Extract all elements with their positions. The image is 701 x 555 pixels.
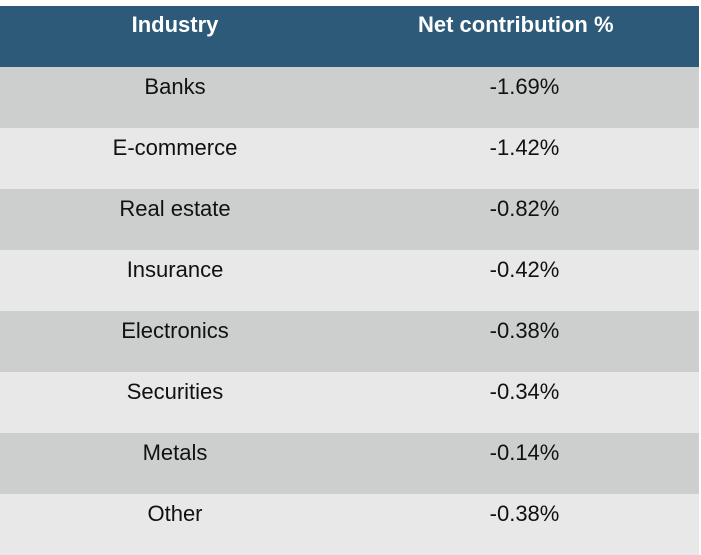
table-row: E-commerce -1.42% <box>0 128 699 189</box>
table-row: Securities -0.34% <box>0 372 699 433</box>
industry-cell: Real estate <box>119 196 231 221</box>
net-contribution-cell: -0.42% <box>489 257 560 282</box>
industry-cell: Banks <box>144 74 206 99</box>
table-body: Banks -1.69% E-commerce -1.42% Real estate -0… <box>0 67 699 555</box>
net-contribution-cell: -1.69% <box>489 74 560 99</box>
table-header-row: Industry Net contribution % <box>0 6 699 67</box>
table-row: Metals -0.14% <box>0 433 699 494</box>
header-industry: Industry <box>131 12 219 37</box>
contribution-table: Industry Net contribution % Banks -1.69% E… <box>0 6 699 555</box>
industry-cell: Electronics <box>121 318 229 343</box>
industry-cell: Insurance <box>126 257 224 282</box>
table-row: Insurance -0.42% <box>0 250 699 311</box>
net-contribution-cell: -0.82% <box>489 196 560 221</box>
table-row: Electronics -0.38% <box>0 311 699 372</box>
net-contribution-cell: -0.38% <box>489 501 560 526</box>
industry-cell: Securities <box>126 379 224 404</box>
table-row: Banks -1.69% <box>0 67 699 128</box>
industry-cell: Other <box>147 501 203 526</box>
header-net-contribution: Net contribution % <box>418 12 614 37</box>
industry-cell: Metals <box>142 440 208 465</box>
table-row: Real estate -0.82% <box>0 189 699 250</box>
net-contribution-cell: -0.34% <box>489 379 560 404</box>
net-contribution-cell: -1.42% <box>489 135 560 160</box>
industry-cell: E-commerce <box>112 135 238 160</box>
net-contribution-cell: -0.14% <box>489 440 560 465</box>
net-contribution-cell: -0.38% <box>489 318 560 343</box>
table-row: Other -0.38% <box>0 494 699 555</box>
